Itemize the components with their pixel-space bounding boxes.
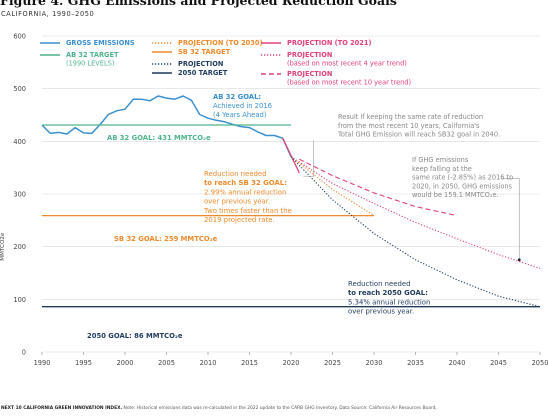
goal2050-reduction-note: 5.34% annual reduction (348, 298, 430, 306)
legend-label: (1990 LEVELS) (66, 60, 114, 68)
x-tick-label: 2030 (366, 359, 383, 367)
legend-label: PROJECTION (TO 2030) (178, 39, 262, 47)
y-tick-label: 0 (22, 349, 26, 357)
legend-label: PROJECTION (287, 70, 332, 78)
sb32-reduction-note: Reduction needed (204, 170, 266, 178)
x-tick-label: 2020 (283, 359, 300, 367)
legend-label: PROJECTION (287, 51, 332, 59)
chart-title: Figure 4. GHG Emissions and Projected Re… (0, 0, 397, 8)
legend-label: (based on most recent 10 year trend) (287, 79, 411, 87)
falling-note: would be 159.1 MMTCO₂e. (412, 191, 499, 199)
falling-note: If GHG emissions (412, 156, 469, 164)
legend-label: AB 32 TARGET (66, 51, 119, 59)
result-note: Total GHG Emission will reach SB32 goal … (337, 131, 500, 139)
goal2050-reduction-note: Reduction needed (348, 280, 410, 288)
legend-label: 2050 TARGET (178, 69, 228, 77)
sb32-reduction-note: Two times faster than the (203, 207, 292, 215)
ab32-achieved-note: Achieved in 2016 (213, 102, 272, 110)
source-footnote: NEXT 10 CALIFORNIA GREEN INNOVATION INDE… (1, 406, 437, 411)
sb32-reduction-note: to reach SB 32 GOAL: (204, 179, 287, 187)
ab32-achieved-note: (4 Years Ahead) (213, 111, 267, 119)
x-tick-label: 2050 (532, 359, 548, 367)
goal2050-reduction-note: over previous year. (348, 308, 414, 316)
x-tick-label: 2040 (449, 359, 466, 367)
annotation-leader (501, 178, 520, 260)
x-tick-label: 2045 (490, 359, 507, 367)
falling-note: 2020, in 2050, GHG emissions (412, 182, 513, 190)
y-tick-label: 400 (13, 138, 26, 146)
y-tick-label: 600 (13, 33, 26, 41)
legend-label: PROJECTION (TO 2021) (287, 39, 371, 47)
legend-label: (based on most recent 4 year trend) (287, 60, 407, 68)
result-note: Result if keeping the same rate of reduc… (338, 113, 483, 121)
series-line-projection2050-dotted (290, 156, 541, 308)
y-axis-label: MMTCO2e (0, 232, 6, 261)
x-tick-label: 2000 (117, 359, 134, 367)
falling-note: same rate (-2.85%) as 2016 to (412, 174, 513, 182)
series-line-projection2021-dashed (299, 158, 458, 217)
x-tick-label: 1990 (34, 359, 51, 367)
goal2050-reduction-note: to reach 2050 GOAL: (348, 289, 428, 297)
x-tick-label: 2010 (200, 359, 217, 367)
series-line-gross-solid (41, 95, 292, 157)
footnote-text: Note: Historical emissions data was re-c… (123, 406, 437, 411)
sb32-reduction-note: 2019 projected rate. (204, 216, 275, 224)
y-tick-label: 100 (13, 296, 26, 304)
falling-note: keep falling at the (412, 165, 472, 173)
series-line-projection2021-dotted (290, 156, 541, 269)
result-note: from the most recent 10 years, Californi… (338, 122, 480, 130)
sb32-reduction-note: over previous year. (204, 198, 270, 206)
x-tick-label: 1995 (75, 359, 92, 367)
series-line-projection2021-solid (282, 137, 300, 174)
x-tick-label: 2025 (324, 359, 341, 367)
series-line-projection2030-dotted (290, 156, 375, 217)
x-tick-label: 2015 (241, 359, 258, 367)
annotation-leader (303, 140, 314, 177)
legend-label: SB 32 TARGET (178, 48, 231, 56)
ab32-achieved-note: AB 32 GOAL: (213, 93, 261, 101)
y-tick-label: 300 (13, 191, 26, 199)
x-tick-label: 2035 (407, 359, 424, 367)
annotation-marker (517, 258, 521, 262)
chart-subtitle: CALIFORNIA, 1990–2050 (1, 10, 95, 18)
sb32-goal-label: SB 32 GOAL: 259 MMTCO₂e (114, 235, 218, 243)
y-tick-label: 500 (13, 85, 26, 93)
goal2050-label: 2050 GOAL: 86 MMTCO₂e (87, 332, 183, 340)
y-tick-label: 200 (13, 243, 26, 251)
x-tick-label: 2005 (158, 359, 175, 367)
legend-label: PROJECTION (178, 60, 223, 68)
footnote-source: NEXT 10 CALIFORNIA GREEN INNOVATION INDE… (1, 406, 123, 411)
legend-label: GROSS EMISSIONS (66, 39, 135, 47)
ab32-goal-label: AB 32 GOAL: 431 MMTCO₂e (107, 134, 211, 142)
sb32-reduction-note: 2.99% annual reduction (204, 188, 286, 196)
